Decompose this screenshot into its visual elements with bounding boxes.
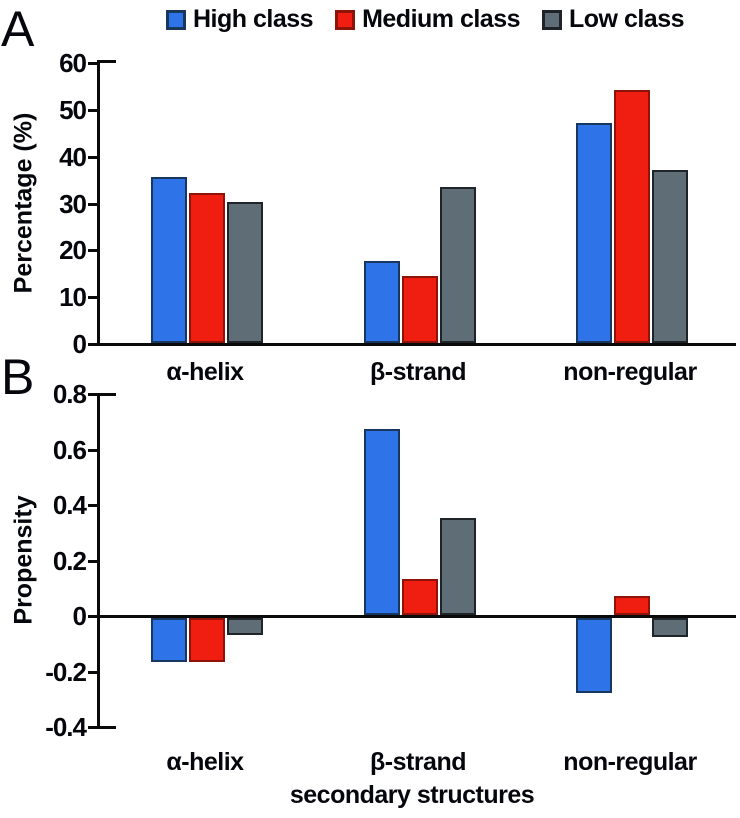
panel-b-category-label: α-helix bbox=[166, 748, 244, 776]
panel-a-category-label: β-strand bbox=[370, 358, 467, 386]
panel-b-zero-line bbox=[96, 615, 736, 618]
panel-b-y-axis-line bbox=[97, 393, 100, 729]
legend-label: Low class bbox=[569, 5, 685, 33]
bar--strand-high-class bbox=[364, 261, 400, 343]
panel-a-y-tick bbox=[88, 62, 98, 65]
panel-a-y-tick-label: 30 bbox=[59, 189, 87, 219]
bar--strand-high-class bbox=[364, 429, 400, 615]
panel-a-y-tick-label: 40 bbox=[59, 142, 87, 172]
panel-a-category-label: non-regular bbox=[563, 358, 697, 386]
panel-b-y-tick-label: -0.4 bbox=[45, 712, 87, 742]
legend-label: High class bbox=[193, 5, 314, 33]
bar--strand-medium-class bbox=[402, 579, 438, 615]
bar-non-regular-low-class bbox=[652, 618, 688, 637]
panel-b-y-tick bbox=[88, 615, 98, 618]
bar--helix-medium-class bbox=[189, 193, 225, 343]
bar--helix-high-class bbox=[151, 177, 187, 343]
panel-b-axis-bottom-cap bbox=[97, 726, 116, 729]
panel-b-y-tick-label: 0.2 bbox=[52, 546, 87, 576]
bar-non-regular-high-class bbox=[576, 123, 612, 343]
panel-a-y-tick bbox=[88, 203, 98, 206]
panel-a-y-tick bbox=[88, 296, 98, 299]
bar--strand-low-class bbox=[440, 518, 476, 615]
legend-item-low-class: Low class bbox=[542, 5, 685, 34]
legend-swatch-blue bbox=[166, 9, 186, 30]
panel-b-category-label: β-strand bbox=[370, 748, 467, 776]
panel-a-y-tick bbox=[88, 109, 98, 112]
legend-swatch-red bbox=[335, 9, 356, 30]
bar--strand-low-class bbox=[440, 187, 476, 343]
panel-b-y-tick bbox=[88, 449, 98, 452]
bar-non-regular-medium-class bbox=[614, 90, 650, 343]
panel-a-y-tick bbox=[88, 156, 98, 159]
bar--helix-high-class bbox=[151, 618, 187, 662]
panel-b-y-tick-label: 0 bbox=[72, 601, 87, 631]
panel-b-y-tick-label: 0.4 bbox=[52, 490, 87, 520]
panel-a-y-tick bbox=[88, 249, 98, 252]
panel-b-y-tick-label: 0.6 bbox=[52, 435, 87, 465]
bar-non-regular-medium-class bbox=[614, 596, 650, 615]
panel-b-axis-top-cap bbox=[97, 393, 116, 396]
panel-a-x-axis-line bbox=[96, 343, 736, 346]
panel-b-y-tick bbox=[88, 671, 98, 674]
bar--strand-medium-class bbox=[402, 276, 438, 343]
panel-a-category-label: α-helix bbox=[166, 358, 244, 386]
panel-b-y-tick-label: -0.2 bbox=[45, 657, 87, 687]
panel-b-label: B bbox=[1, 349, 35, 405]
panel-b-y-tick bbox=[88, 726, 98, 729]
panel-b-y-tick bbox=[88, 504, 98, 507]
legend-item-medium-class: Medium class bbox=[335, 5, 521, 34]
panel-a-y-axis-line bbox=[97, 60, 100, 346]
panel-a-y-tick-label: 10 bbox=[59, 282, 87, 312]
panel-b-y-tick-label: 0.8 bbox=[52, 379, 87, 409]
bar-non-regular-high-class bbox=[576, 618, 612, 693]
legend: High class Medium class Low class bbox=[166, 5, 685, 34]
panel-a-y-tick-label: 50 bbox=[59, 95, 87, 125]
bar--helix-low-class bbox=[227, 618, 263, 635]
panel-a-y-tick-label: 60 bbox=[59, 48, 87, 78]
panel-b-y-tick bbox=[88, 393, 98, 396]
panel-a-label: A bbox=[1, 1, 35, 57]
bar--helix-low-class bbox=[227, 202, 263, 343]
panel-b-y-tick bbox=[88, 560, 98, 563]
bar-non-regular-low-class bbox=[652, 170, 688, 343]
panel-a-y-tick bbox=[88, 343, 98, 346]
panel-b-category-label: non-regular bbox=[563, 748, 697, 776]
legend-swatch-gray bbox=[542, 9, 563, 30]
panel-a-y-tick-label: 0 bbox=[72, 329, 87, 359]
legend-item-high-class: High class bbox=[166, 5, 314, 34]
legend-label: Medium class bbox=[362, 5, 521, 33]
bar--helix-medium-class bbox=[189, 618, 225, 662]
panel-a-axis-top-cap bbox=[97, 60, 116, 63]
x-axis-title: secondary structures bbox=[289, 781, 535, 809]
panel-a-y-tick-label: 20 bbox=[59, 235, 87, 265]
